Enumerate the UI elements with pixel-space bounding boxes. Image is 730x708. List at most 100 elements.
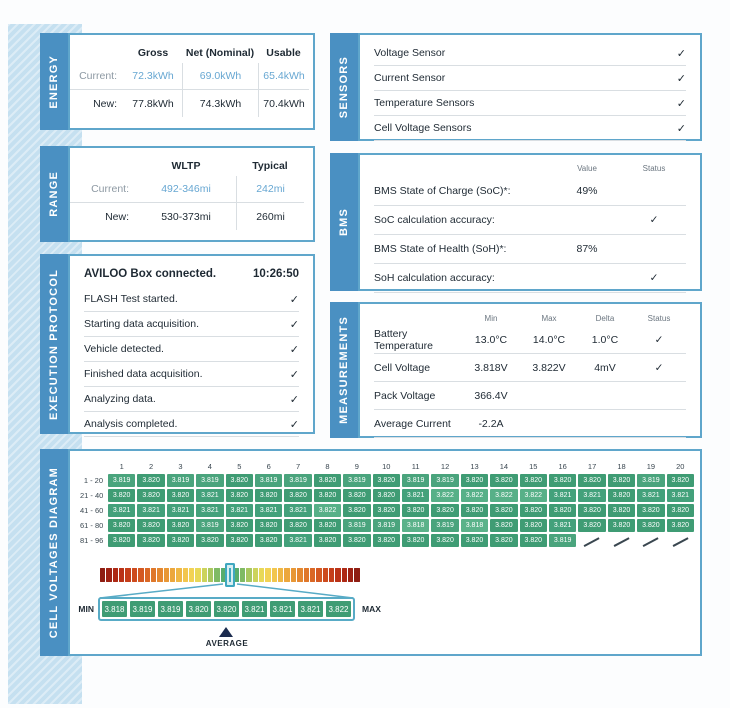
cell-voltage-value: 3.820 (372, 504, 400, 517)
energy-new-net: 74.3kWh (182, 90, 258, 117)
sensor-label: Temperature Sensors (374, 97, 475, 109)
measurement-max: 3.822V (532, 361, 566, 374)
cell-voltage-value: 3.820 (666, 519, 694, 532)
execution-protocol-panel: EXECUTION PROTOCOL AVILOO Box connected.… (40, 254, 315, 437)
cell-voltage-value: 3.820 (225, 534, 253, 547)
cell-voltage-value: 3.821 (137, 504, 165, 517)
scale-segment (239, 568, 246, 582)
cell-voltage-value: 3.819 (637, 474, 665, 487)
range-box: WLTP Typical Current: 492-346mi 242mi Ne… (68, 146, 315, 242)
cell-voltage-value: 3.819 (401, 474, 430, 487)
bms-row: BMS State of Health (SoH)*: 87% (374, 235, 686, 264)
cell-voltage-value: 3.821 (108, 504, 136, 517)
cell-row-label: 21 - 40 (80, 491, 104, 500)
cell-voltage-value: 3.819 (343, 519, 371, 532)
scale-segment (144, 568, 150, 582)
scale-segment (208, 568, 214, 582)
check-icon: ✓ (649, 214, 659, 226)
cell-voltage-value: 3.820 (431, 504, 459, 517)
cell-voltage-value: 3.820 (607, 474, 636, 487)
cell-voltage-value: 3.820 (137, 534, 165, 547)
measurement-row: Battery Temperature 13.0°C 14.0°C 1.0°C ✓ (374, 326, 686, 354)
scale-segment (278, 568, 284, 582)
cell-voltage-value: 3.819 (166, 474, 195, 487)
protocol-step-label: Vehicle detected. (84, 343, 164, 355)
check-icon: ✓ (676, 47, 686, 60)
measurements-panel: MEASUREMENTS Min Max Delta Status Batter… (330, 302, 702, 438)
cell-voltage-value: 3.820 (401, 534, 430, 547)
energy-new-label: New: (93, 97, 117, 110)
cell-voltage-value: 3.820 (313, 519, 342, 532)
cell-voltage-value: 3.820 (254, 534, 283, 547)
cell-row-label: 81 - 96 (80, 536, 104, 545)
measurements-max-header: Max (541, 313, 557, 323)
range-new-wltp: 530-373mi (161, 210, 211, 223)
cell-voltage-value: 3.820 (313, 474, 342, 487)
cell-voltage-value: 3.820 (666, 504, 694, 517)
cell-voltage-value: 3.819 (254, 474, 283, 487)
empty-cell-slash-icon (667, 534, 694, 547)
cell-row-label: 1 - 20 (83, 476, 103, 485)
scale-segment (100, 568, 106, 582)
cell-voltage-value: 3.822 (313, 504, 342, 517)
energy-current-gross: 72.3kWh (124, 63, 182, 90)
bms-row: SoC calculation accuracy: ✓ (374, 206, 686, 235)
cell-voltage-value: 3.820 (490, 474, 518, 487)
cell-voltage-value: 3.820 (490, 534, 518, 547)
cell-voltage-value: 3.820 (313, 534, 342, 547)
scale-segment (328, 568, 335, 582)
scale-segment (201, 568, 208, 582)
voltage-zoom-strip: 3.818 3.819 3.819 3.820 3.820 3.821 3.821 3.821… (98, 597, 355, 621)
cell-voltage-value: 3.820 (519, 534, 547, 547)
measurement-label: Cell Voltage (374, 361, 431, 374)
cell-voltage-value: 3.820 (372, 474, 400, 487)
cell-voltage-value: 3.820 (108, 489, 136, 502)
cell-voltage-value: 3.820 (108, 534, 136, 547)
protocol-step-label: Analysis completed. (84, 418, 178, 430)
cell-voltage-value: 3.820 (225, 519, 253, 532)
sensor-row: Current Sensor ✓ (374, 66, 686, 91)
sensors-list: Voltage Sensor ✓ Current Sensor ✓ Temperatur… (360, 35, 700, 141)
cell-voltage-value: 3.820 (578, 504, 606, 517)
measurement-label: Pack Voltage (374, 389, 436, 402)
energy-current-net: 69.0kWh (182, 63, 258, 90)
energy-col-usable: Usable (266, 47, 301, 59)
check-icon: ✓ (289, 318, 299, 331)
sensor-row: Voltage Sensor ✓ (374, 41, 686, 66)
measurement-min: 366.4V (474, 389, 508, 402)
bms-row: SoH calculation accuracy: ✓ (374, 264, 686, 293)
bms-row-value: 87% (576, 243, 598, 255)
bms-row-label: BMS State of Health (SoH)*: (374, 243, 507, 255)
bms-row: BMS State of Charge (SoC)*: 49% (374, 177, 686, 206)
cell-column-header: 17 (587, 462, 597, 471)
sensors-panel: SENSORS Voltage Sensor ✓ Current Sensor ✓ Te… (330, 33, 702, 141)
zoom-voltage-cell: 3.822 (326, 601, 351, 617)
measurements-delta-header: Delta (595, 313, 615, 323)
protocol-steps: FLASH Test started. ✓ Starting data acquis… (84, 287, 299, 437)
cell-voltage-value: 3.820 (343, 504, 371, 517)
cell-voltage-value: 3.819 (343, 474, 371, 487)
check-icon: ✓ (289, 393, 299, 406)
cell-voltage-value: 3.820 (166, 534, 195, 547)
bms-row-label: SoC calculation accuracy: (374, 214, 495, 226)
measurement-min: 3.818V (474, 361, 508, 374)
energy-new-gross: 77.8kWh (132, 97, 174, 110)
cell-voltage-value: 3.820 (284, 489, 312, 502)
scale-segment (258, 568, 265, 582)
scale-segment (157, 568, 163, 582)
zoom-voltage-cell: 3.819 (158, 601, 183, 617)
check-icon: ✓ (289, 343, 299, 356)
bms-box: Value Status BMS State of Charge (SoC)*:… (358, 153, 702, 293)
scale-segment (303, 568, 309, 582)
sensor-label: Current Sensor (374, 72, 446, 84)
cell-voltage-value: 3.819 (284, 474, 312, 487)
scale-segment (138, 568, 144, 582)
scale-segment (284, 568, 290, 582)
cell-voltage-value: 3.822 (490, 489, 518, 502)
measurement-row: Average Current -2.2A (374, 410, 686, 438)
scale-segment (195, 568, 201, 582)
sensor-row: Cell Voltage Sensors ✓ (374, 116, 686, 141)
cell-voltage-value: 3.820 (254, 489, 283, 502)
cell-voltage-value: 3.819 (108, 474, 136, 487)
sensor-label: Cell Voltage Sensors (374, 122, 472, 134)
